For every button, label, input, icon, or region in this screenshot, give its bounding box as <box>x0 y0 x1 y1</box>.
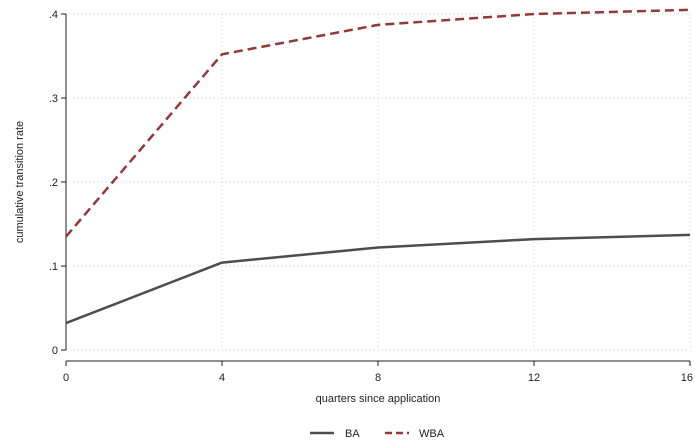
legend-label-ba: BA <box>345 428 360 440</box>
y-tick-label: .1 <box>49 261 58 273</box>
x-axis-title: quarters since application <box>316 393 441 405</box>
y-tick-label: .4 <box>49 9 58 21</box>
y-tick-label: .3 <box>49 93 58 105</box>
series-lines <box>65 8 691 325</box>
x-tick-label: 16 <box>681 372 693 384</box>
legend: BA WBA <box>310 428 445 440</box>
x-tick-label: 12 <box>528 372 540 384</box>
x-tick-label: 4 <box>219 372 225 384</box>
y-axis-ticks: 0 .1 .2 .3 .4 <box>49 9 66 357</box>
y-tick-label: .2 <box>49 177 58 189</box>
x-tick-label: 0 <box>63 372 69 384</box>
x-axis-ticks: 0 4 8 12 16 <box>63 361 693 384</box>
y-tick-label: 0 <box>52 345 58 357</box>
gridlines <box>65 13 691 351</box>
y-axis-title: cumulative transition rate <box>14 121 26 243</box>
legend-label-wba: WBA <box>419 428 445 440</box>
x-tick-label: 8 <box>375 372 381 384</box>
